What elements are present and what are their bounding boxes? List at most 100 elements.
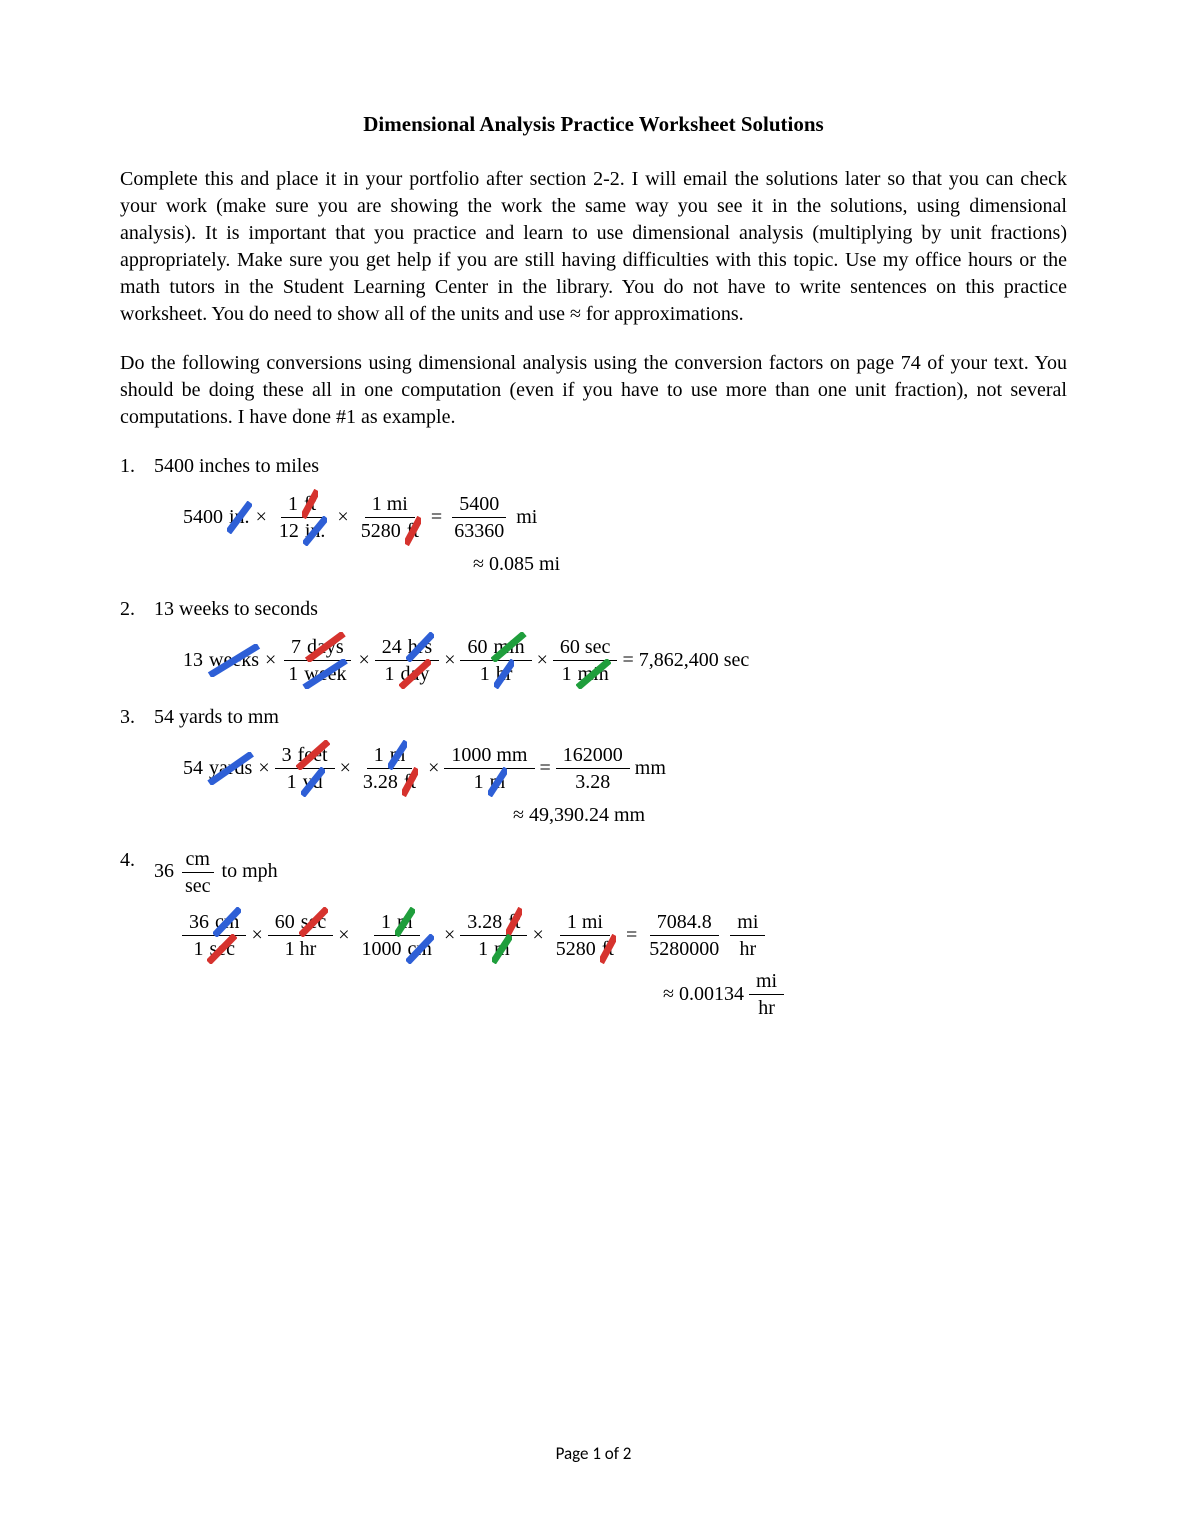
- math-token: ×: [256, 504, 267, 531]
- fraction: 7084.8 5280000: [642, 910, 726, 961]
- cancelled-unit: ft: [602, 937, 614, 961]
- cancelled-unit: cm: [408, 937, 432, 961]
- fraction: 1 mi5280ft: [354, 492, 426, 543]
- math-token: 13: [183, 647, 203, 674]
- math-token: ×: [251, 922, 262, 949]
- cancelled-unit: days: [307, 635, 344, 659]
- problems-container: 1.5400 inches to miles5400in.×1ft12in.×1…: [120, 453, 1067, 1020]
- problem-number: 1.: [120, 453, 154, 480]
- math-token: 1 hr: [285, 938, 317, 960]
- cancelled-unit: hr: [496, 662, 513, 686]
- cancelled-unit: m: [494, 937, 510, 961]
- cancelled-unit: ft: [404, 770, 416, 794]
- page-title: Dimensional Analysis Practice Worksheet …: [120, 110, 1067, 138]
- cancelled-unit: weeks: [209, 647, 259, 674]
- equation-row: ≈ 0.00134mihr: [660, 969, 1067, 1020]
- problem: 3.54 yards to mm54yards×3feet1yd×1m3.28f…: [120, 704, 1067, 829]
- cancelled-unit: min: [578, 662, 609, 686]
- math-token: 1: [288, 663, 298, 685]
- fraction: 24 hrs 1 day: [375, 635, 439, 686]
- math-token: 1: [480, 663, 490, 685]
- fraction: 1ft12in.: [272, 492, 333, 543]
- math-token: ×: [265, 647, 276, 674]
- math-token: mi: [516, 504, 537, 531]
- equation-row: 54yards×3feet1yd×1m3.28ft×1000 mm1m=1620…: [180, 743, 1067, 794]
- cancelled-unit: in.: [305, 519, 326, 543]
- math-token: 1: [478, 938, 488, 960]
- math-token: ≈ 0.00134: [663, 981, 744, 1008]
- problem-statement: 5400 inches to miles: [154, 453, 319, 480]
- cancelled-unit: sec: [301, 910, 327, 934]
- cancelled-unit: sec: [209, 937, 235, 961]
- fraction: 60 sec 1 min: [553, 635, 618, 686]
- cancelled-unit: yd: [303, 770, 323, 794]
- math-token: 1: [562, 663, 572, 685]
- math-token: 1000: [362, 938, 402, 960]
- cancelled-unit: in.: [229, 504, 250, 531]
- math-token: =: [626, 922, 637, 949]
- problem: 4.36 cmsec to mph36cm1sec×60sec1 hr×1m10…: [120, 847, 1067, 1020]
- math-token: 162000: [563, 744, 623, 766]
- math-token: 54: [183, 755, 203, 782]
- problem-number: 4.: [120, 847, 154, 898]
- equation-row: ≈ 0.085 mi: [470, 551, 1067, 578]
- math-token: 5400: [183, 504, 223, 531]
- cancelled-unit: m: [397, 910, 413, 934]
- problem-number: 3.: [120, 704, 154, 731]
- math-token: ×: [428, 755, 439, 782]
- problem: 1.5400 inches to miles5400in.×1ft12in.×1…: [120, 453, 1067, 578]
- cancelled-unit: hrs: [408, 635, 432, 659]
- math-token: 60 sec: [560, 636, 611, 658]
- equation-row: 5400in.×1ft12in.×1 mi5280ft=540063360 mi: [180, 492, 1067, 543]
- math-token: 7: [291, 636, 301, 658]
- math-token: 5280: [361, 520, 401, 542]
- fraction: 1m 1000 cm: [355, 910, 439, 961]
- math-token: 24: [382, 636, 402, 658]
- problem-number: 2.: [120, 596, 154, 623]
- math-token: 3: [282, 744, 292, 766]
- fraction: 162000 3.28: [556, 743, 630, 794]
- math-token: mm: [635, 755, 666, 782]
- fraction: 3.28ft1m: [460, 910, 527, 961]
- problem-statement: 54 yards to mm: [154, 704, 279, 731]
- math-token: 1: [474, 771, 484, 793]
- math-token: 63360: [454, 520, 504, 542]
- math-token: mi: [737, 911, 758, 933]
- math-token: ×: [338, 922, 349, 949]
- equation-row: 13weeks×7days1week×24hrs1day×60min1hr×60…: [180, 635, 1067, 686]
- fraction: 1000 mm 1m: [444, 743, 534, 794]
- math-token: 1: [287, 771, 297, 793]
- fraction: 7 days 1 week: [281, 635, 353, 686]
- cancelled-unit: m: [490, 770, 506, 794]
- cancelled-unit: day: [401, 662, 430, 686]
- math-token: ×: [444, 647, 455, 674]
- math-token: 1: [385, 663, 395, 685]
- problem-statement: 13 weeks to seconds: [154, 596, 318, 623]
- math-token: 3.28: [363, 771, 398, 793]
- fraction: 36cm1sec: [182, 910, 246, 961]
- fraction: 60sec1 hr: [268, 910, 334, 961]
- math-token: 36: [189, 911, 209, 933]
- math-token: hr: [758, 997, 775, 1019]
- math-token: 3.28: [467, 911, 502, 933]
- math-token: 5280: [556, 938, 596, 960]
- math-token: =: [540, 755, 551, 782]
- cancelled-unit: ft: [304, 492, 316, 516]
- equation-row: 36cm1sec×60sec1 hr×1m1000cm×3.28ft1m×1 m…: [180, 910, 1067, 961]
- math-token: 1000 mm: [451, 744, 527, 766]
- cancelled-unit: min: [493, 635, 524, 659]
- math-token: 7084.8: [657, 911, 712, 933]
- problem: 2.13 weeks to seconds13weeks×7days1week×…: [120, 596, 1067, 686]
- math-token: 5280000: [649, 938, 719, 960]
- cancelled-unit: week: [304, 662, 346, 686]
- cancelled-unit: yards: [209, 755, 252, 782]
- math-token: 1: [381, 911, 391, 933]
- fraction: 3feet1yd: [275, 743, 335, 794]
- math-token: ×: [358, 647, 369, 674]
- math-token: 3.28: [575, 771, 610, 793]
- cancelled-unit: ft: [407, 519, 419, 543]
- intro-paragraph-1: Complete this and place it in your portf…: [120, 166, 1067, 328]
- page-footer: Page 1 of 2: [0, 1443, 1187, 1466]
- math-token: ≈ 0.085 mi: [473, 551, 560, 578]
- math-token: 1 mi: [567, 911, 603, 933]
